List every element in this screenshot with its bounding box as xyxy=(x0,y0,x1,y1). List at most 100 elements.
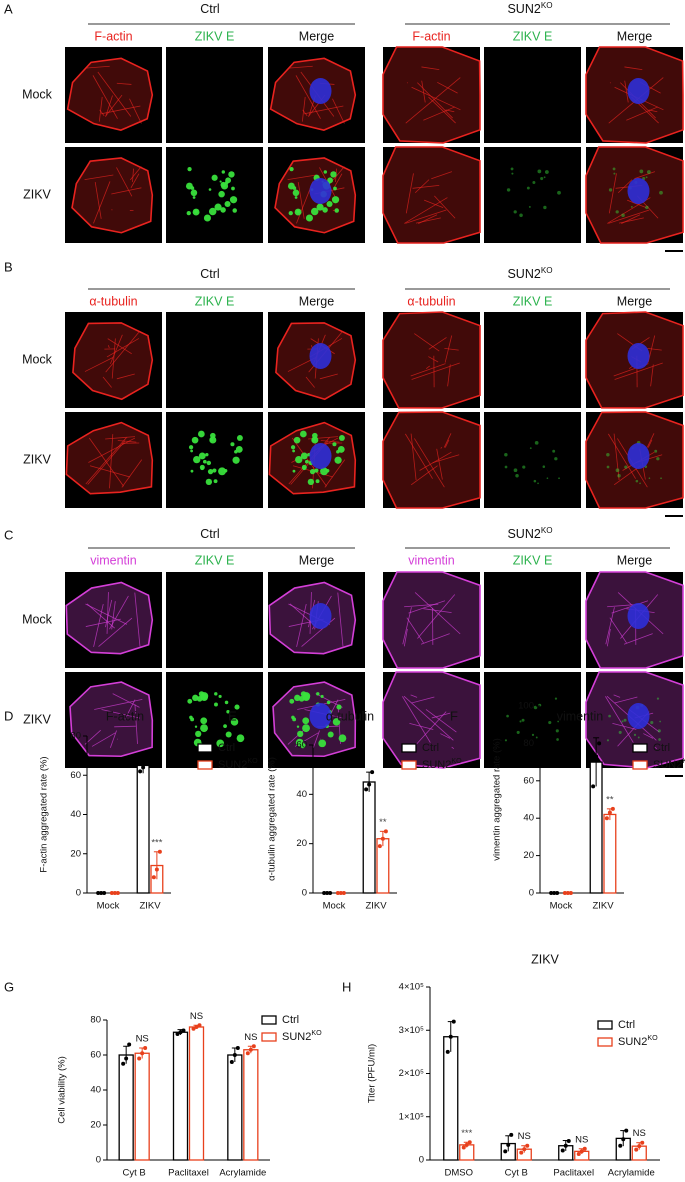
zikv-signal xyxy=(334,208,339,213)
cell-outline xyxy=(382,411,481,509)
zikv-signal xyxy=(185,182,193,190)
micrograph xyxy=(65,147,162,243)
zikv-signal xyxy=(218,694,222,699)
zikv-signal xyxy=(621,213,625,218)
significance-label: NS xyxy=(190,1011,203,1022)
cytoskeleton-fiber xyxy=(94,699,143,710)
cytoskeleton-fiber xyxy=(414,438,445,488)
y-tick-label: 0 xyxy=(96,1155,101,1166)
column-label: vimentin xyxy=(408,553,455,567)
data-point xyxy=(383,829,388,834)
data-point xyxy=(141,765,146,770)
zikv-signal xyxy=(219,180,222,183)
data-point xyxy=(325,891,330,895)
zikv-signal xyxy=(327,731,334,738)
data-point xyxy=(121,1061,126,1066)
legend-label-main: SUN2 xyxy=(282,1031,311,1043)
zikv-signal xyxy=(200,724,208,733)
cytoskeleton-fiber xyxy=(425,709,457,733)
column-label: Merge xyxy=(299,29,334,43)
cytoskeleton-fiber xyxy=(102,376,112,388)
zikv-signal xyxy=(645,205,649,210)
micrograph xyxy=(166,312,263,408)
zikv-signal xyxy=(302,724,310,733)
cytoskeleton-fiber xyxy=(626,199,647,209)
zikv-signal xyxy=(194,209,199,214)
cytoskeleton-fiber xyxy=(405,77,461,124)
legend-label: SUN2KO xyxy=(422,757,462,771)
zikv-signal xyxy=(612,167,616,171)
cytoskeleton-fiber xyxy=(98,96,103,122)
legend-label: Ctrl xyxy=(653,742,670,754)
significance-label: ** xyxy=(606,794,614,805)
zikv-signal xyxy=(623,718,627,722)
y-tick-label: 60 xyxy=(70,770,81,781)
column-label: ZIKV E xyxy=(513,29,553,43)
data-point xyxy=(519,1150,524,1155)
zikv-signal xyxy=(511,172,514,175)
y-axis-label: Cell viability (%) xyxy=(57,1056,68,1124)
bar xyxy=(227,1054,243,1161)
x-tick-label: Acrylamide xyxy=(608,1168,655,1179)
data-point xyxy=(640,1140,645,1145)
zikv-signal xyxy=(226,710,230,714)
cytoskeleton-fiber xyxy=(431,712,451,719)
micrograph xyxy=(484,412,581,508)
zikv-signal xyxy=(225,731,232,738)
zikv-signal xyxy=(206,460,212,466)
zikv-signal xyxy=(639,169,644,174)
cytoskeleton-fiber xyxy=(428,356,439,363)
data-point xyxy=(367,782,372,787)
cytoskeleton-fiber xyxy=(94,182,102,219)
x-tick-label: DMSO xyxy=(445,1168,474,1179)
cytoskeleton-fiber xyxy=(428,337,447,350)
cytoskeleton-fiber xyxy=(85,603,128,625)
cytoskeleton-fiber xyxy=(332,98,345,124)
legend-swatch xyxy=(261,1015,277,1025)
cytoskeleton-fiber xyxy=(117,440,137,443)
data-point xyxy=(115,891,120,895)
micrograph xyxy=(383,47,480,143)
data-point xyxy=(328,891,333,895)
data-point xyxy=(229,1060,234,1064)
y-tick-label: 60 xyxy=(296,740,307,751)
zikv-signal xyxy=(214,692,218,696)
x-tick-label: Paclitaxel xyxy=(168,1168,209,1179)
group-title: SUN2KO xyxy=(507,266,552,282)
data-point xyxy=(335,891,340,895)
zikv-signal xyxy=(519,213,523,218)
cytoskeleton-fiber xyxy=(423,199,444,209)
cytoskeleton-fiber xyxy=(417,594,456,639)
row-label: ZIKV xyxy=(23,452,51,466)
cytoskeleton-fiber xyxy=(606,628,611,647)
data-point xyxy=(621,1137,626,1142)
cytoskeleton-fiber xyxy=(421,80,426,103)
legend-swatch xyxy=(597,1037,613,1047)
micrograph xyxy=(166,47,263,143)
cytoskeleton-fiber xyxy=(425,365,431,370)
significance-label: NS xyxy=(575,1134,588,1145)
cytoskeleton-fiber xyxy=(609,82,611,84)
bar xyxy=(134,1052,150,1161)
data-point xyxy=(618,1143,623,1148)
group-title: SUN2KO xyxy=(507,526,552,542)
zikv-signal xyxy=(236,734,245,743)
nucleus xyxy=(627,178,650,204)
cytoskeleton-fiber xyxy=(411,362,460,380)
cytoskeleton-fiber xyxy=(93,603,104,647)
zikv-signal xyxy=(216,739,225,748)
cytoskeleton-fiber xyxy=(414,711,447,747)
zikv-signal xyxy=(188,445,194,450)
zikv-signal xyxy=(556,738,559,741)
zikv-signal xyxy=(554,457,558,461)
zikv-signal xyxy=(618,730,622,734)
data-point xyxy=(445,1049,450,1054)
zikv-signal xyxy=(231,186,235,191)
zikv-signal xyxy=(519,720,522,723)
zikv-signal xyxy=(657,729,661,733)
panel-letter: H xyxy=(342,979,351,994)
data-point xyxy=(178,1030,183,1035)
zikv-signal xyxy=(195,730,202,737)
cytoskeleton-fiber xyxy=(287,174,317,181)
panel-letter: G xyxy=(4,979,14,994)
